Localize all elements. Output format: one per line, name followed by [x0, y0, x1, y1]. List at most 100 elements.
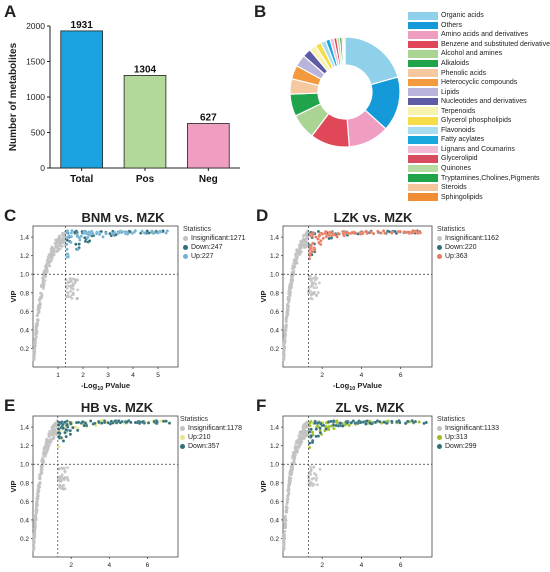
y-tick-label: 1.2: [20, 253, 29, 260]
legend-dot: [437, 254, 442, 259]
significant-point: [66, 255, 70, 259]
legend-swatch: [408, 12, 438, 20]
significant-point: [324, 427, 328, 431]
significant-point: [347, 423, 351, 428]
insignificant-point: [309, 465, 312, 469]
significant-point: [76, 247, 80, 252]
insignificant-point: [307, 474, 311, 478]
significant-point: [65, 247, 69, 251]
significant-point: [68, 432, 72, 436]
legend-swatch: [408, 97, 438, 106]
insignificant-point: [65, 476, 69, 479]
insignificant-point: [292, 462, 296, 465]
scatter-plot-d: 0.2 0.4 0.6 0.8 1.0 1.2 1.4 2 4 6 VIP -Log10 PValue: [259, 225, 433, 392]
legend-entry: Organic acids: [408, 11, 550, 21]
insignificant-point: [41, 287, 45, 290]
significant-point: [390, 231, 394, 235]
insignificant-point: [310, 477, 314, 481]
legend-swatch: [408, 164, 438, 173]
scatter-c-legend: Statistics Insignificant:1271 Down:247 U…: [183, 225, 245, 261]
significant-point: [133, 229, 137, 233]
panel-label-c: C: [4, 206, 17, 225]
insignificant-point: [297, 446, 301, 449]
insignificant-point: [35, 323, 38, 327]
y-tick-label: 0.4: [20, 517, 29, 524]
significant-point: [70, 229, 74, 233]
significant-point: [314, 427, 318, 431]
significant-point: [373, 420, 377, 424]
insignificant-point: [293, 453, 297, 457]
insignificant-point: [316, 291, 320, 294]
y-tick-label: 0.6: [270, 499, 279, 506]
significant-point: [82, 229, 86, 233]
y-tick-label: 0.4: [20, 327, 29, 334]
legend-entry: Alcohol and amines: [408, 49, 550, 59]
insignificant-point: [59, 479, 63, 483]
y-axis-label: VIP: [9, 290, 18, 302]
insignificant-point: [282, 537, 286, 541]
insignificant-point: [38, 473, 41, 477]
insignificant-point: [35, 504, 39, 508]
insignificant-point: [315, 286, 318, 290]
legend-entry: Down:247: [183, 243, 245, 252]
legend-entry: Down:357: [180, 442, 242, 451]
significant-point: [313, 421, 317, 425]
insignificant-point: [309, 467, 313, 471]
x-tick-label: 4: [360, 562, 364, 569]
significant-point: [142, 231, 146, 235]
insignificant-point: [298, 244, 302, 248]
legend-swatch: [408, 59, 438, 68]
insignificant-point: [54, 238, 57, 242]
insignificant-point: [71, 293, 74, 297]
significant-point: [71, 426, 75, 430]
insignificant-point: [283, 516, 287, 520]
insignificant-point: [47, 260, 51, 264]
insignificant-point: [48, 432, 51, 436]
y-tick-label: 0.2: [20, 536, 29, 543]
significant-point: [69, 422, 73, 426]
insignificant-point: [38, 485, 41, 489]
insignificant-point: [62, 477, 65, 481]
significant-point: [80, 420, 85, 424]
significant-point: [88, 239, 92, 243]
panel-label-e: E: [4, 396, 16, 415]
insignificant-point: [283, 333, 287, 336]
scatter-f-legend-title: Statistics: [437, 416, 466, 423]
insignificant-point: [293, 252, 297, 256]
insignificant-point: [34, 327, 38, 331]
insignificant-point: [292, 457, 296, 461]
y-tick-label: 1.4: [20, 235, 29, 242]
y-tick-label: 1.4: [270, 235, 279, 242]
insignificant-point: [283, 525, 287, 529]
legend-label: Benzene and substituted derivatives: [441, 40, 550, 48]
insignificant-point: [74, 279, 77, 282]
insignificant-point: [45, 438, 49, 442]
x-tick-label: 6: [146, 562, 150, 569]
insignificant-point: [314, 282, 318, 286]
insignificant-point: [70, 277, 74, 281]
insignificant-point: [307, 287, 311, 291]
x-tick-label: 1: [56, 372, 60, 379]
insignificant-point: [282, 355, 286, 359]
significant-point: [335, 419, 339, 423]
significant-point: [167, 421, 172, 425]
legend-label: Heterocyclic compounds: [441, 79, 518, 87]
significant-point: [58, 420, 62, 425]
legend-entry: Up:210: [180, 433, 242, 442]
significant-point: [311, 430, 315, 434]
bar: [60, 30, 103, 169]
significant-point: [365, 419, 369, 423]
significant-point: [106, 421, 110, 425]
insignificant-point: [38, 306, 42, 310]
significant-point: [364, 422, 368, 426]
insignificant-point: [289, 467, 293, 471]
insignificant-point: [35, 318, 39, 322]
x-tick-label: 6: [399, 562, 403, 569]
significant-point: [103, 420, 107, 424]
significant-point: [120, 230, 124, 235]
legend-label: Down:220: [445, 244, 477, 251]
significant-point: [311, 231, 315, 235]
insignificant-point: [33, 532, 37, 536]
insignificant-point: [282, 339, 286, 343]
significant-point: [83, 239, 88, 243]
